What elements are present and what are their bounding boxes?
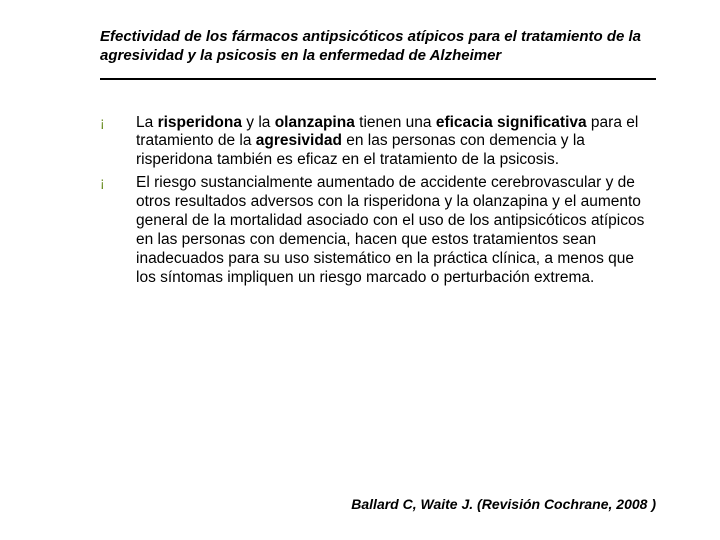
title-rule bbox=[100, 78, 656, 80]
bullet-icon: ¡ bbox=[100, 114, 105, 131]
bullet-list: ¡ La risperidona y la olanzapina tienen u… bbox=[100, 114, 656, 288]
list-item-text: El riesgo sustancialmente aumentado de a… bbox=[136, 174, 644, 286]
list-item: ¡ El riesgo sustancialmente aumentado de … bbox=[100, 174, 656, 287]
citation-text: Ballard C, Waite J. (Revisión Cochrane, … bbox=[351, 496, 656, 512]
bullet-icon: ¡ bbox=[100, 174, 105, 191]
list-item-text: La risperidona y la olanzapina tienen un… bbox=[136, 114, 638, 169]
slide-title: Efectividad de los fármacos antipsicótic… bbox=[100, 28, 656, 66]
list-item: ¡ La risperidona y la olanzapina tienen u… bbox=[100, 114, 656, 171]
slide-content: Efectividad de los fármacos antipsicótic… bbox=[0, 0, 720, 288]
